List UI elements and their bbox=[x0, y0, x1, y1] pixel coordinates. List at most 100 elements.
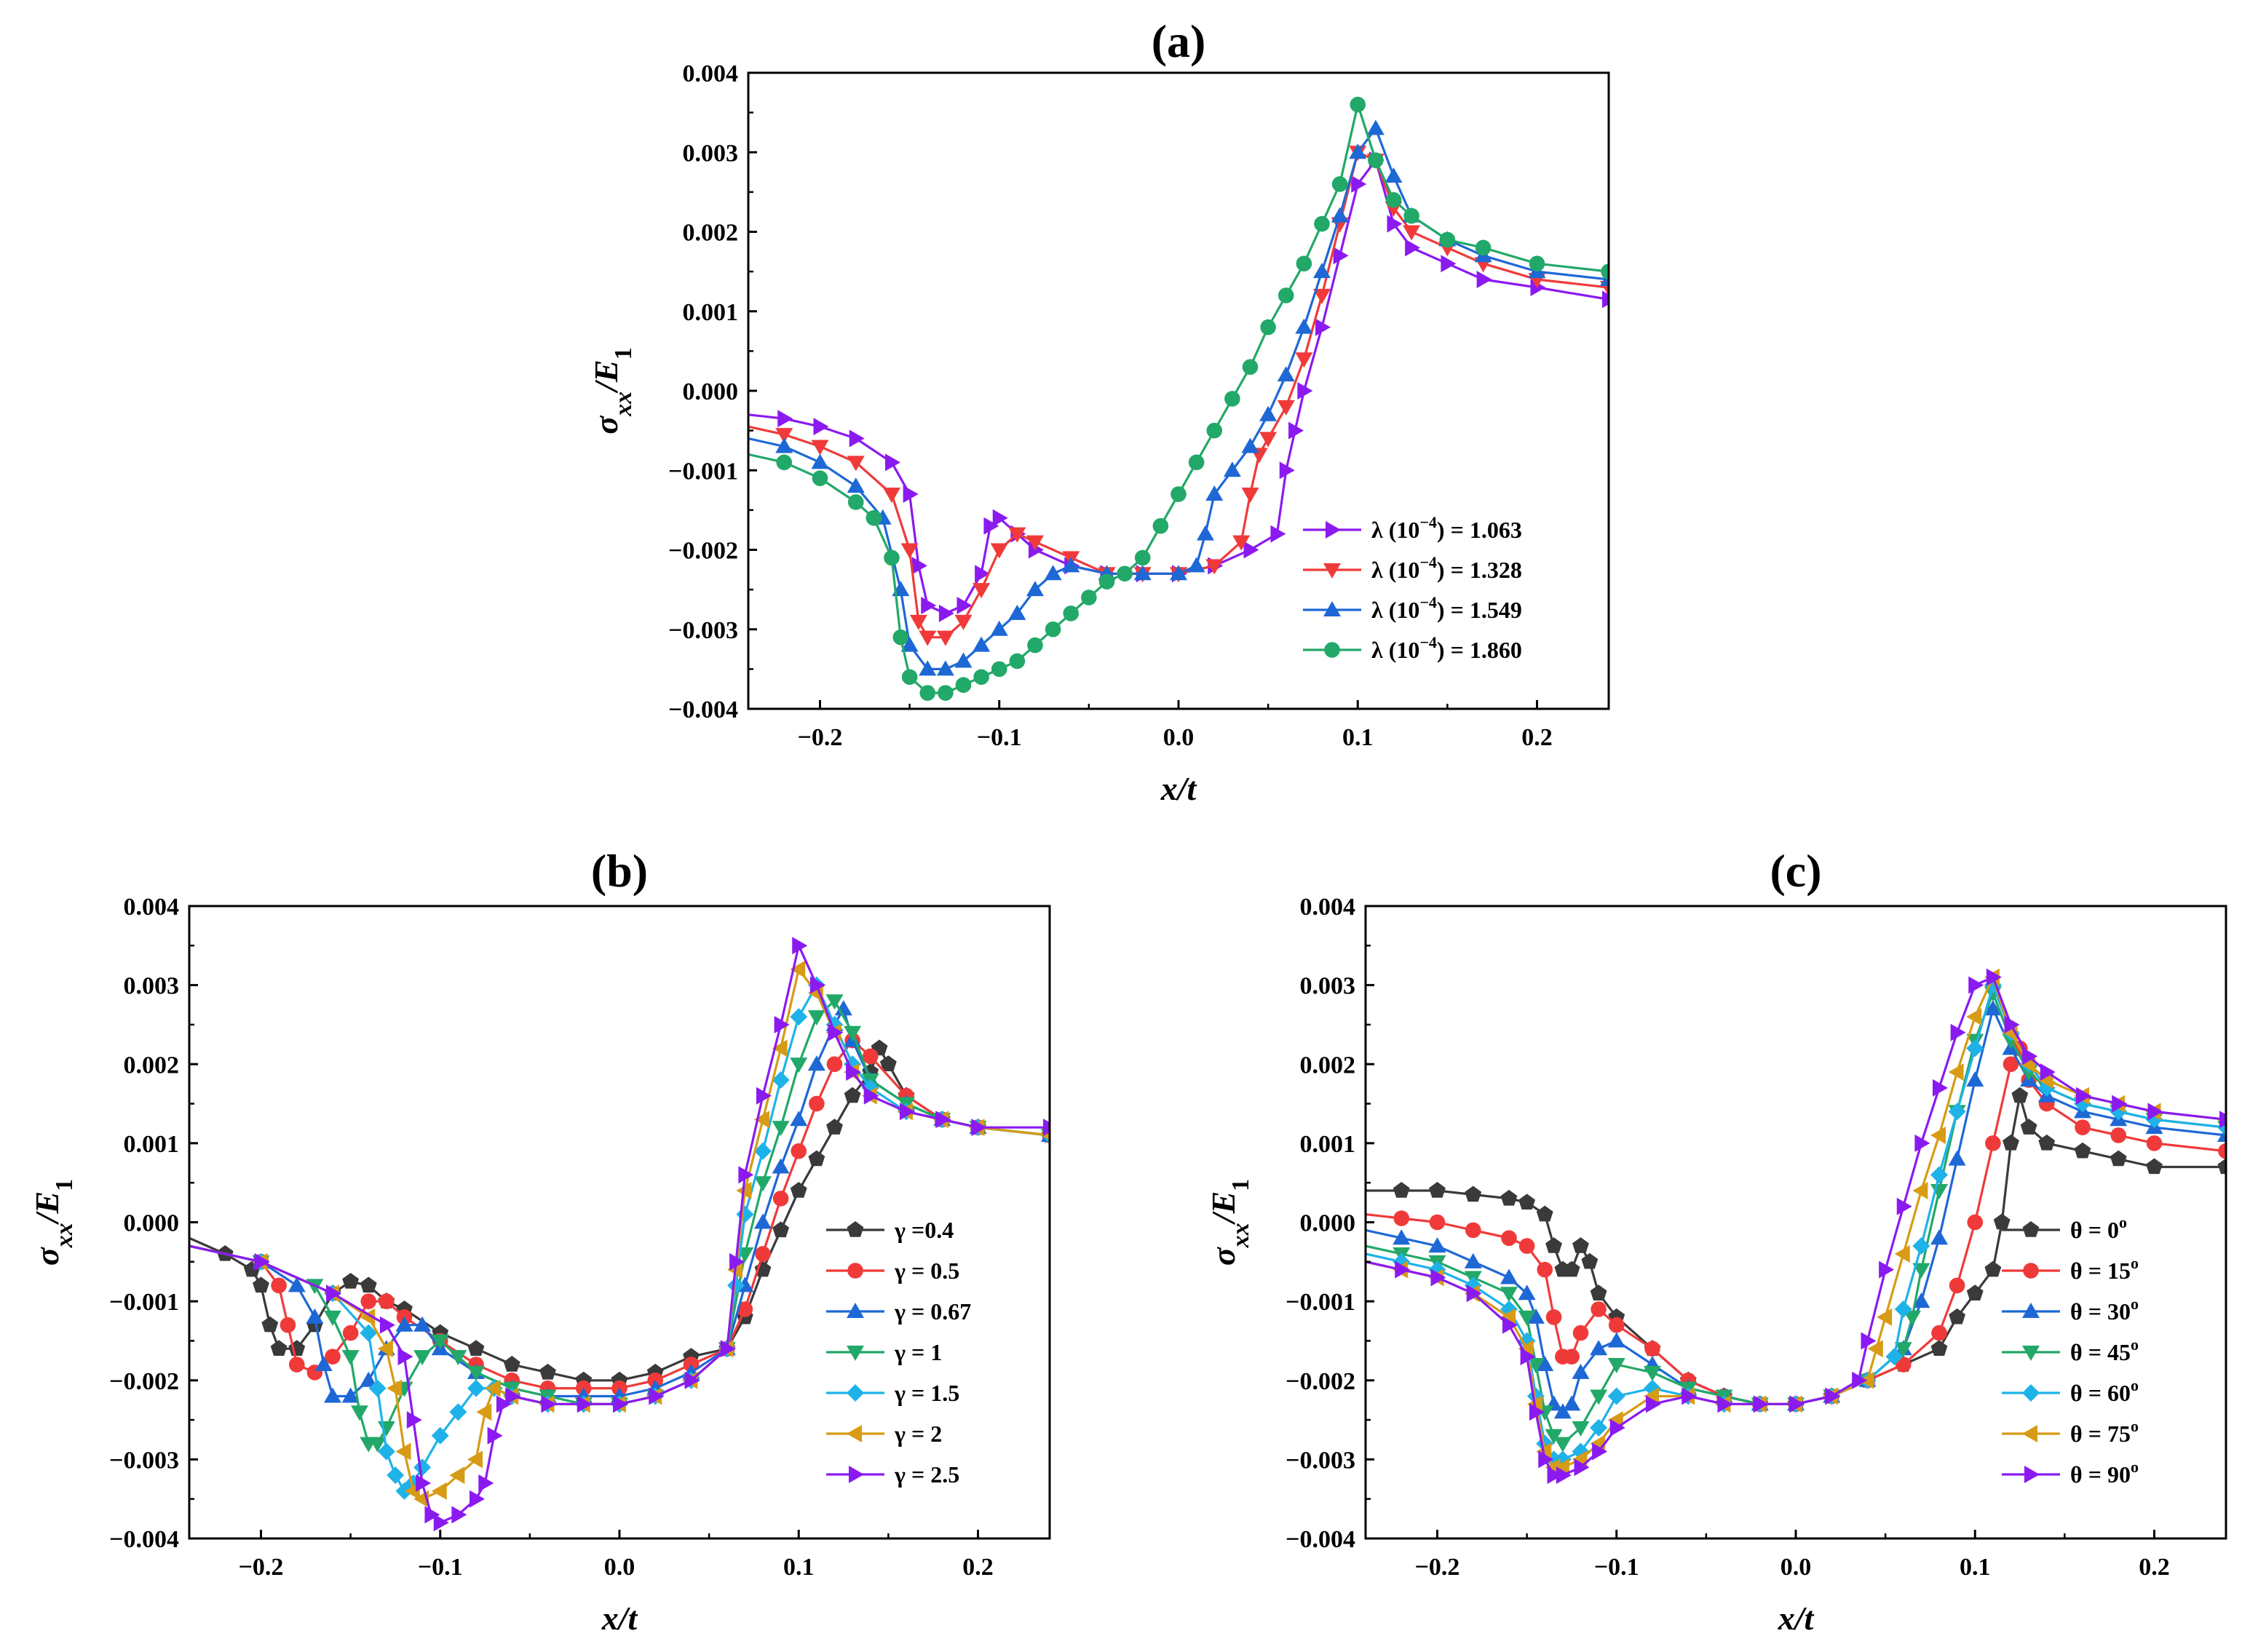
legend-marker bbox=[847, 1425, 862, 1442]
data-point bbox=[2110, 1150, 2127, 1167]
legend-label: θ = 90o bbox=[2070, 1458, 2139, 1488]
data-point bbox=[956, 596, 973, 614]
data-point bbox=[1993, 1213, 2011, 1230]
legend-marker bbox=[2022, 1221, 2040, 1237]
series-3 bbox=[748, 119, 1609, 676]
x-tick-label: 0.0 bbox=[604, 1554, 635, 1581]
data-point bbox=[975, 565, 991, 583]
data-point bbox=[1465, 1222, 1481, 1239]
data-point bbox=[1295, 352, 1313, 368]
data-point bbox=[1315, 318, 1331, 336]
legend: θ = 0o θ = 15o θ = 30o θ = 45o θ = 60o θ = 75… bbox=[2002, 1213, 2139, 1488]
legend-label: θ = 75o bbox=[2070, 1417, 2139, 1447]
data-point bbox=[1196, 525, 1214, 541]
data-point bbox=[1500, 1189, 1518, 1206]
data-point bbox=[1098, 573, 1115, 589]
data-point bbox=[1912, 1292, 1930, 1309]
data-point bbox=[1526, 1358, 1545, 1374]
data-point bbox=[1572, 1237, 1589, 1253]
data-point bbox=[1590, 1418, 1608, 1437]
y-tick-label: 0.000 bbox=[1300, 1210, 1356, 1237]
data-point bbox=[938, 685, 954, 701]
data-point bbox=[1895, 1357, 1912, 1373]
data-point bbox=[360, 1276, 377, 1293]
data-point bbox=[1608, 1317, 1625, 1333]
data-point bbox=[1574, 1458, 1590, 1477]
data-point bbox=[847, 477, 865, 493]
data-point bbox=[754, 1176, 772, 1192]
legend-label: λ (10−4) = 1.328 bbox=[1371, 553, 1522, 583]
data-point bbox=[1867, 1340, 1883, 1358]
data-point bbox=[825, 994, 844, 1010]
data-point bbox=[756, 1087, 772, 1105]
series-line bbox=[748, 103, 1609, 694]
data-point bbox=[1553, 1403, 1572, 1419]
legend-label: γ = 1 bbox=[894, 1339, 942, 1365]
data-point bbox=[1026, 535, 1044, 551]
data-point bbox=[884, 549, 900, 566]
data-point bbox=[1948, 1063, 1964, 1081]
legend-label: θ = 60o bbox=[2070, 1376, 2139, 1406]
y-tick-label: −0.001 bbox=[1286, 1289, 1355, 1316]
data-point bbox=[792, 937, 808, 955]
data-point bbox=[847, 494, 864, 510]
data-point bbox=[379, 1316, 395, 1334]
data-point bbox=[451, 1506, 467, 1524]
x-axis-label: x/t bbox=[601, 1600, 638, 1637]
data-point bbox=[1008, 527, 1026, 543]
data-point bbox=[1008, 604, 1026, 620]
panel-title: (c) bbox=[1770, 845, 1821, 897]
data-point bbox=[826, 1056, 843, 1073]
data-point bbox=[1682, 1387, 1698, 1405]
data-point bbox=[413, 1316, 432, 1332]
data-point bbox=[1387, 215, 1403, 233]
data-point bbox=[772, 1221, 790, 1238]
data-point bbox=[1930, 1127, 1946, 1145]
data-point bbox=[324, 1310, 341, 1326]
y-axis-label: σxx/E1 bbox=[28, 1179, 78, 1266]
data-point bbox=[1279, 461, 1295, 480]
data-point bbox=[1170, 486, 1187, 502]
panel-c: (c) −0.004 −0.003 −0.002 −0.001 0.000 0.001 0.0… bbox=[1205, 845, 2227, 1637]
data-point bbox=[324, 1387, 341, 1403]
data-point bbox=[1393, 1229, 1411, 1245]
data-point bbox=[808, 1150, 825, 1167]
data-point bbox=[1984, 1260, 2002, 1277]
data-point bbox=[1607, 1332, 1625, 1348]
legend-label: γ = 0.5 bbox=[894, 1258, 959, 1284]
x-tick-label: −0.2 bbox=[1415, 1554, 1460, 1581]
data-point bbox=[1966, 1071, 1984, 1087]
data-point bbox=[449, 1466, 465, 1485]
data-point bbox=[2110, 1127, 2127, 1143]
data-point bbox=[772, 1191, 789, 1207]
data-point bbox=[954, 614, 973, 630]
y-tick-label: 0.000 bbox=[683, 378, 739, 405]
y-tick-label: 0.000 bbox=[124, 1210, 180, 1237]
data-point bbox=[955, 677, 972, 694]
data-point bbox=[863, 1087, 879, 1105]
legend-marker bbox=[2023, 1263, 2039, 1279]
x-tick-label: 0.2 bbox=[1521, 724, 1553, 751]
data-point bbox=[1545, 1309, 1562, 1325]
data-point bbox=[1333, 247, 1349, 265]
data-point bbox=[2003, 1056, 2019, 1073]
data-point bbox=[879, 1055, 897, 1071]
legend-label: γ = 2 bbox=[894, 1421, 942, 1447]
data-point bbox=[397, 1348, 413, 1366]
x-tick-label: 0.0 bbox=[1163, 724, 1195, 751]
data-point bbox=[1968, 976, 1984, 994]
data-point bbox=[2020, 1119, 2037, 1135]
data-point bbox=[1914, 1134, 1930, 1152]
data-point bbox=[1607, 1387, 1625, 1405]
x-tick-label: −0.1 bbox=[977, 724, 1022, 751]
y-tick-label: −0.003 bbox=[668, 617, 738, 644]
data-point bbox=[1556, 1466, 1572, 1485]
series-line bbox=[748, 159, 1609, 615]
legend-marker bbox=[847, 1221, 864, 1237]
data-point bbox=[807, 1055, 825, 1071]
data-point bbox=[772, 1071, 790, 1089]
data-point bbox=[416, 1474, 432, 1492]
data-point bbox=[314, 1356, 333, 1372]
legend-label: γ = 2.5 bbox=[894, 1461, 959, 1488]
y-tick-label: −0.004 bbox=[668, 696, 738, 723]
